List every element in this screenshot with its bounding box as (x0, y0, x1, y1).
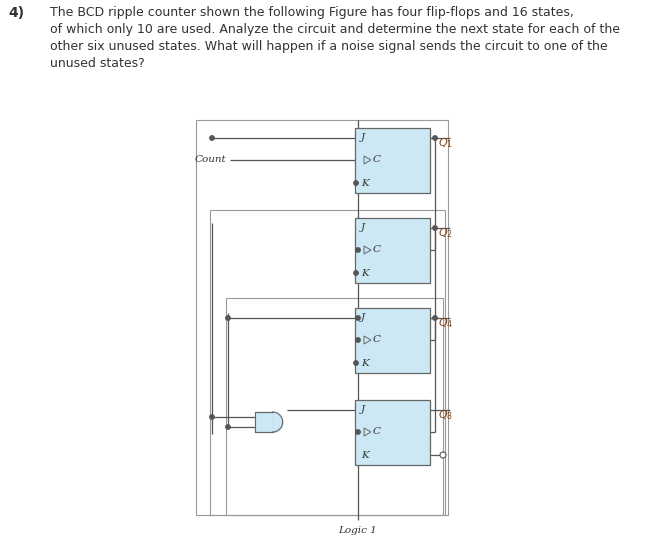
Bar (210, 210, 445, 515)
Text: K: K (361, 179, 369, 187)
Circle shape (210, 136, 214, 140)
Circle shape (440, 452, 446, 458)
Text: $Q_{2}$: $Q_{2}$ (438, 226, 453, 240)
Text: The BCD ripple counter shown the following Figure has four flip-flops and 16 sta: The BCD ripple counter shown the followi… (50, 6, 574, 19)
Bar (226, 298, 443, 515)
Circle shape (433, 316, 437, 320)
Text: $Q_{4}$: $Q_{4}$ (438, 316, 453, 330)
Text: 4): 4) (8, 6, 24, 20)
Text: J: J (361, 313, 365, 323)
Circle shape (354, 271, 358, 275)
Circle shape (433, 226, 437, 230)
Bar (355, 400, 430, 465)
Circle shape (354, 181, 358, 185)
Circle shape (356, 338, 360, 342)
Text: K: K (361, 269, 369, 277)
Text: $Q_{8}$: $Q_{8}$ (438, 408, 453, 422)
Text: J: J (361, 134, 365, 142)
Bar (255, 412, 273, 432)
Text: other six unused states. What will happen if a noise signal sends the circuit to: other six unused states. What will happe… (50, 40, 608, 53)
Text: Logic 1: Logic 1 (338, 526, 377, 535)
Bar (196, 120, 448, 515)
Text: C: C (373, 335, 381, 345)
Text: C: C (373, 156, 381, 164)
Text: J: J (361, 224, 365, 232)
Circle shape (356, 316, 360, 320)
Text: unused states?: unused states? (50, 57, 145, 70)
Text: C: C (373, 246, 381, 254)
Text: Count: Count (194, 156, 226, 164)
Circle shape (356, 248, 360, 252)
Bar (355, 218, 430, 283)
Text: $Q_{1}$: $Q_{1}$ (438, 136, 453, 150)
Text: K: K (361, 450, 369, 460)
Bar (355, 308, 430, 373)
Circle shape (356, 430, 360, 434)
Circle shape (226, 316, 230, 320)
Circle shape (210, 415, 214, 419)
Text: of which only 10 are used. Analyze the circuit and determine the next state for : of which only 10 are used. Analyze the c… (50, 23, 620, 36)
Text: K: K (361, 358, 369, 368)
Circle shape (226, 425, 230, 429)
Circle shape (354, 361, 358, 365)
Text: J: J (361, 406, 365, 414)
Text: C: C (373, 427, 381, 437)
Circle shape (433, 136, 437, 140)
Bar (355, 128, 430, 193)
